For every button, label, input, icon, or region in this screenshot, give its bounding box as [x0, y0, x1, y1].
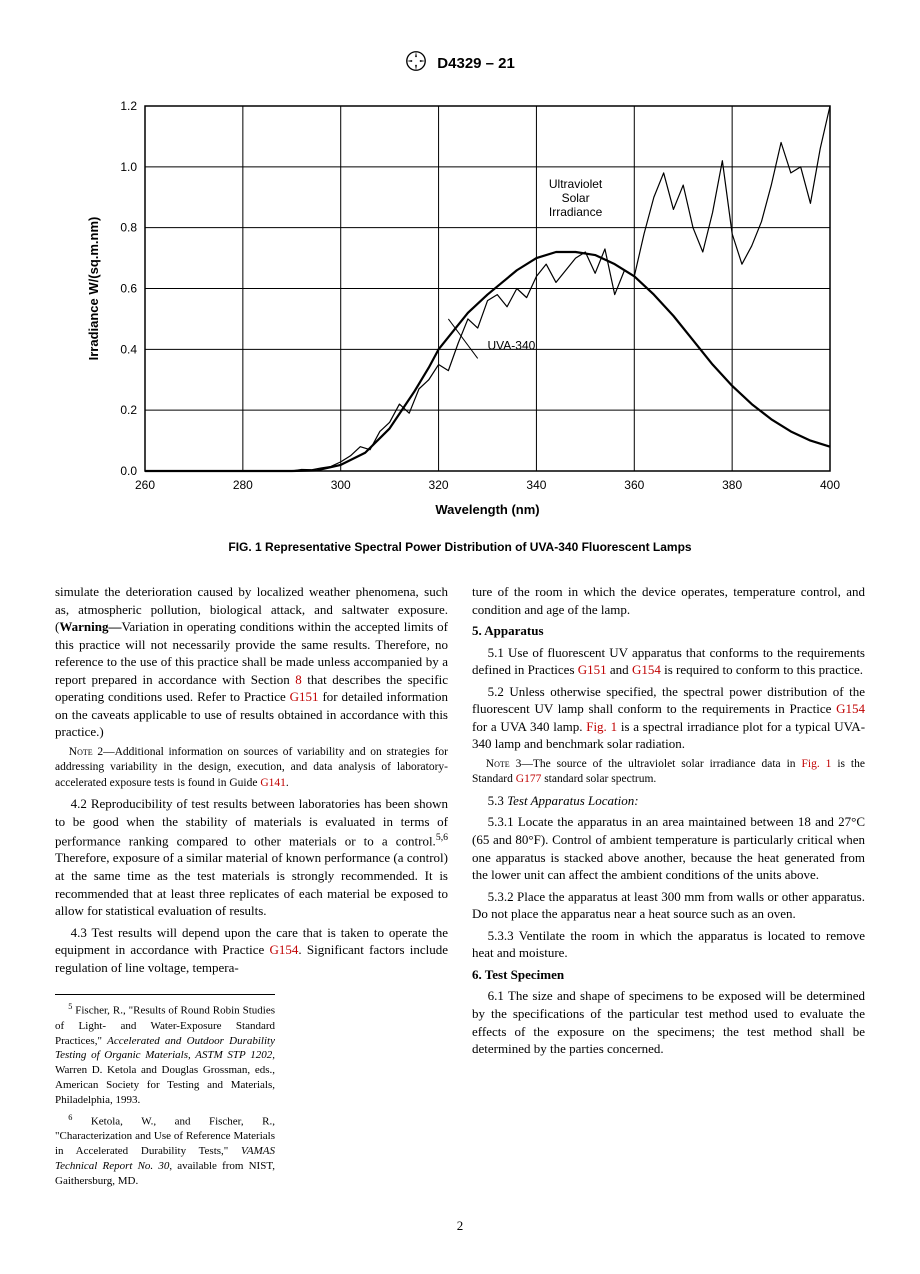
- svg-text:260: 260: [135, 478, 155, 492]
- svg-text:Solar: Solar: [562, 191, 590, 205]
- svg-text:Irradiance: Irradiance: [549, 205, 603, 219]
- svg-text:UVA-340: UVA-340: [488, 339, 536, 353]
- g154-link[interactable]: G154: [270, 942, 299, 957]
- svg-text:Ultraviolet: Ultraviolet: [549, 177, 603, 191]
- standard-number: D4329 – 21: [437, 55, 515, 72]
- note-2: Note 2—Additional information on sources…: [55, 745, 448, 792]
- svg-text:0.2: 0.2: [120, 403, 137, 417]
- fig1-link[interactable]: Fig. 1: [586, 719, 617, 734]
- document-header: D4329 – 21: [55, 50, 865, 78]
- g177-link[interactable]: G177: [516, 773, 542, 785]
- g151-link-2[interactable]: G151: [578, 662, 607, 677]
- footnote-6: 6 Ketola, W., and Fischer, R., "Characte…: [55, 1112, 275, 1189]
- para-4-3: 4.3 Test results will depend upon the ca…: [55, 924, 448, 977]
- note-3: Note 3—The source of the ultraviolet sol…: [472, 757, 865, 788]
- para-5-2: 5.2 Unless otherwise specified, the spec…: [472, 683, 865, 753]
- svg-text:0.6: 0.6: [120, 282, 137, 296]
- svg-text:340: 340: [526, 478, 546, 492]
- fig1-link-2[interactable]: Fig. 1: [801, 758, 831, 770]
- svg-text:300: 300: [331, 478, 351, 492]
- g141-link[interactable]: G141: [260, 777, 286, 789]
- footnote-5: 5 Fischer, R., "Results of Round Robin S…: [55, 1001, 275, 1108]
- g151-link[interactable]: G151: [290, 689, 319, 704]
- svg-text:1.0: 1.0: [120, 160, 137, 174]
- astm-logo-icon: [405, 50, 427, 78]
- svg-text:380: 380: [722, 478, 742, 492]
- section-5-heading: 5. Apparatus: [472, 622, 865, 640]
- para-5-1: 5.1 Use of fluorescent UV apparatus that…: [472, 644, 865, 679]
- para-4-1-cont: simulate the deterioration caused by loc…: [55, 583, 448, 741]
- svg-text:0.8: 0.8: [120, 221, 137, 235]
- para-4-3-cont: ture of the room in which the device ope…: [472, 583, 865, 618]
- para-4-2: 4.2 Reproducibility of test results betw…: [55, 795, 448, 919]
- para-5-3: 5.3 Test Apparatus Location:: [472, 792, 865, 810]
- section-6-heading: 6. Test Specimen: [472, 966, 865, 984]
- footnotes: 5 Fischer, R., "Results of Round Robin S…: [55, 994, 275, 1188]
- body-columns: simulate the deterioration caused by loc…: [55, 583, 865, 1189]
- svg-text:360: 360: [624, 478, 644, 492]
- figure-caption: FIG. 1 Representative Spectral Power Dis…: [55, 539, 865, 555]
- svg-text:Wavelength (nm): Wavelength (nm): [435, 502, 539, 517]
- svg-text:0.0: 0.0: [120, 464, 137, 478]
- g154-link-3[interactable]: G154: [836, 701, 865, 716]
- svg-text:320: 320: [429, 478, 449, 492]
- svg-text:Irradiance W/(sq.m.nm): Irradiance W/(sq.m.nm): [86, 217, 101, 361]
- para-6-1: 6.1 The size and shape of specimens to b…: [472, 987, 865, 1057]
- svg-text:280: 280: [233, 478, 253, 492]
- svg-text:400: 400: [820, 478, 840, 492]
- figure-1-chart: 260 280 300 320 340 360 380 400 0.0 0.2 0.4 0.6 0.8 1…: [80, 96, 840, 531]
- para-5-3-1: 5.3.1 Locate the apparatus in an area ma…: [472, 813, 865, 883]
- svg-text:1.2: 1.2: [120, 99, 137, 113]
- para-5-3-3: 5.3.3 Ventilate the room in which the ap…: [472, 927, 865, 962]
- g154-link-2[interactable]: G154: [632, 662, 661, 677]
- svg-text:0.4: 0.4: [120, 343, 137, 357]
- para-5-3-2: 5.3.2 Place the apparatus at least 300 m…: [472, 888, 865, 923]
